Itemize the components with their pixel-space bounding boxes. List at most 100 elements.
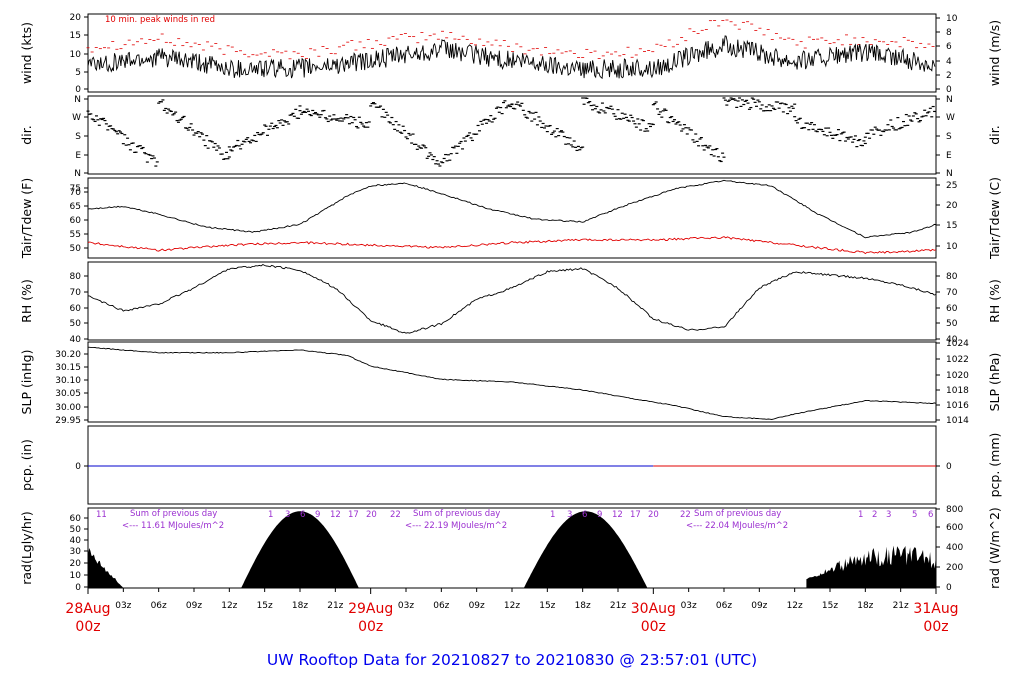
left-tick-label: 0: [75, 85, 81, 95]
time-tick-label: 03z: [398, 601, 414, 611]
rad-sum-note: Sum of previous day: [413, 509, 500, 519]
panel-5: 0 0 pcp. (in) pcp. (mm): [19, 425, 1002, 505]
left-tick-label: 20: [70, 13, 82, 23]
rad-area-0: [88, 548, 124, 588]
left-tick-label: 30.15: [55, 363, 81, 373]
time-tick-label: 12z: [221, 601, 237, 611]
right-tick-label: 70: [946, 288, 958, 298]
time-tick-label: 21z: [327, 601, 343, 611]
right-tick-label: 10: [946, 242, 958, 252]
hour-label: 1: [268, 510, 273, 520]
hour-label: 9: [315, 510, 320, 520]
panel-frame: [87, 13, 937, 93]
series-0: [87, 179, 937, 239]
left-tick-label: 50: [70, 525, 82, 535]
time-tick-label: 12z: [787, 601, 803, 611]
time-tick-label: 18z: [857, 601, 873, 611]
left-tick-label: 30.20: [55, 350, 81, 360]
right-tick-label: 20: [946, 201, 958, 211]
day-label: 30Aug: [631, 601, 676, 617]
left-axis-label: SLP (inHg): [19, 350, 34, 415]
right-tick-label: E: [946, 151, 952, 161]
series-0: [87, 346, 937, 420]
left-tick-label: 40: [70, 335, 82, 345]
right-axis-label: dir.: [987, 125, 1002, 144]
right-axis-label: wind (m/s): [987, 20, 1002, 86]
wind-series: [87, 35, 936, 80]
time-tick-label: 09z: [186, 601, 202, 611]
time-axis: 03z 06z 09z 12z 15z 18z 21z 03z 06z 09z 12z 15z 18z 2…: [65, 588, 959, 635]
left-tick-label: 75: [70, 184, 81, 194]
panel-frame: [87, 177, 937, 259]
hour-label: 3: [567, 510, 572, 520]
panel-frame: [87, 507, 937, 589]
left-tick-label: 50: [70, 244, 82, 254]
day-label: 31Aug: [913, 601, 958, 617]
left-axis-label: Tair/Tdew (F): [19, 178, 34, 259]
time-tick-label: 12z: [504, 601, 520, 611]
left-axis-label: dir.: [19, 125, 34, 144]
right-tick-label: S: [946, 132, 952, 142]
hour-label: 17: [630, 510, 641, 520]
right-tick-label: N: [946, 169, 953, 179]
panel-frame: [87, 261, 937, 341]
day-label: 28Aug: [65, 601, 110, 617]
rad-sum-note: <--- 22.19 MJoules/m^2: [405, 521, 507, 531]
rad-sum-note: Sum of previous day: [694, 509, 781, 519]
right-tick-label: 0: [946, 462, 952, 472]
left-tick-label: E: [75, 151, 81, 161]
day-label: 29Aug: [348, 601, 393, 617]
time-tick-label: 09z: [469, 601, 485, 611]
hour-label: 3: [285, 510, 290, 520]
time-tick-label: 21z: [610, 601, 626, 611]
left-tick-label: 60: [70, 304, 82, 314]
left-tick-label: 70: [70, 188, 82, 198]
hour-label: 20: [366, 510, 377, 520]
series-1: [87, 236, 937, 255]
right-tick-label: W: [946, 113, 955, 123]
left-tick-label: 65: [70, 202, 81, 212]
right-tick-label: N: [946, 95, 953, 105]
day-label-hour: 00z: [358, 619, 383, 635]
panel-0: 0 5 10 15 20 0 2 4 6 8 10 wind (kts) wind (m/s) 10 mi…: [19, 13, 1002, 95]
right-axis-label: RH (%): [987, 279, 1002, 323]
right-tick-label: 1022: [946, 355, 969, 365]
hour-label: 9: [597, 510, 602, 520]
left-tick-label: 30.05: [55, 389, 81, 399]
right-tick-label: 800: [946, 505, 963, 515]
time-tick-label: 06z: [151, 601, 167, 611]
rad-sum-note: <--- 22.04 MJoules/m^2: [686, 521, 788, 531]
rad-area-3: [806, 545, 936, 588]
time-tick-label: 15z: [822, 601, 838, 611]
hour-label: 20: [648, 510, 659, 520]
left-tick-label: 80: [70, 272, 82, 282]
hour-label: 12: [330, 510, 341, 520]
rad-area-2: [523, 511, 648, 588]
left-tick-label: 15: [70, 31, 81, 41]
right-tick-label: 40: [946, 335, 958, 345]
time-tick-label: 06z: [716, 601, 732, 611]
day-label-hour: 00z: [923, 619, 948, 635]
panel-3: 40 50 60 70 80 40 50 60 70 80 RH (%) RH (%): [19, 261, 1002, 345]
left-tick-label: 5: [75, 68, 81, 78]
hour-label: 6: [300, 510, 305, 520]
left-tick-label: 60: [70, 216, 82, 226]
hour-label: 11: [96, 510, 107, 520]
panel-frame: [87, 425, 937, 505]
right-axis-label: rad (W/m^2): [987, 507, 1002, 589]
peak-wind-note: 10 min. peak winds in red: [105, 15, 215, 25]
hour-label: 22: [390, 510, 401, 520]
rad-sum-note: <--- 11.61 MJoules/m^2: [122, 521, 224, 531]
right-tick-label: 60: [946, 304, 958, 314]
right-tick-label: 1016: [946, 401, 969, 411]
time-tick-label: 21z: [893, 601, 909, 611]
right-tick-label: 80: [946, 272, 958, 282]
time-tick-label: 18z: [292, 601, 308, 611]
left-tick-label: 0: [75, 583, 81, 593]
right-axis-label: SLP (hPa): [987, 353, 1002, 412]
left-tick-label: 29.95: [55, 416, 81, 426]
rad-sum-note: Sum of previous day: [130, 509, 217, 519]
